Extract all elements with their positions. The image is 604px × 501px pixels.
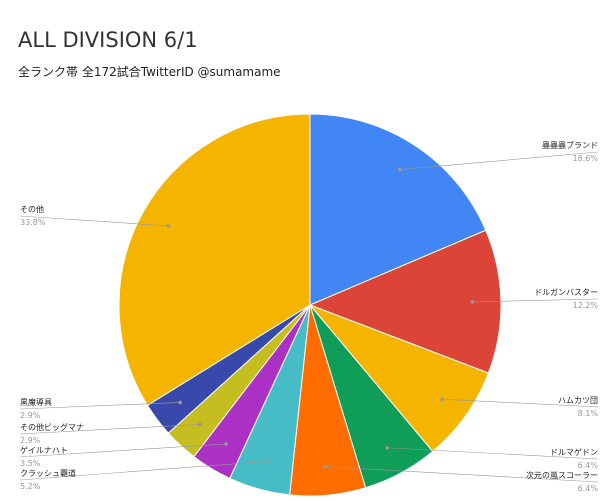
value-label: 6.4% bbox=[578, 461, 599, 470]
legend-label: 次元の嵐スコーラー bbox=[526, 470, 598, 480]
pie-slice bbox=[118, 113, 311, 406]
leader-line bbox=[387, 447, 599, 460]
leader-line bbox=[19, 461, 267, 481]
leader-line bbox=[19, 443, 227, 458]
chart-subtitle: 全ランク帯 全172試合TwitterID @sumamame bbox=[18, 64, 281, 79]
leader-line bbox=[19, 424, 201, 435]
leader-dot bbox=[440, 397, 445, 401]
leader-dot bbox=[323, 464, 328, 469]
legend-label: ゲイルナハト bbox=[20, 445, 68, 455]
leader-line bbox=[19, 215, 169, 227]
leader-dot bbox=[385, 445, 390, 450]
leader-dot bbox=[470, 300, 475, 304]
leader-dot bbox=[166, 224, 171, 228]
value-label: 2.9% bbox=[20, 411, 41, 420]
value-label: 33.8% bbox=[20, 218, 46, 227]
leader-dot bbox=[264, 459, 269, 464]
leader-line bbox=[325, 466, 599, 483]
value-label: 6.4% bbox=[578, 484, 599, 493]
leader-dot bbox=[178, 400, 182, 405]
pie-slice bbox=[309, 113, 487, 306]
value-label: 3.5% bbox=[20, 459, 41, 468]
legend-label: 蟲蟲蟲ブランド bbox=[542, 140, 598, 150]
value-label: 12.2% bbox=[573, 301, 599, 310]
legend-label: ドルガンバスター bbox=[534, 287, 598, 297]
legend-label: その他 bbox=[20, 204, 44, 214]
leader-line bbox=[399, 151, 599, 170]
legend-label: ドルマゲドン bbox=[550, 447, 598, 457]
chart-title: ALL DIVISION 6/1 bbox=[18, 28, 198, 52]
leader-line bbox=[19, 402, 181, 410]
legend-label: その他ビッグマナ bbox=[20, 422, 84, 432]
legend-label: クラッシュ覇道 bbox=[20, 468, 76, 478]
leader-dot bbox=[198, 422, 202, 427]
value-label: 5.2% bbox=[20, 482, 41, 491]
value-label: 2.9% bbox=[20, 436, 41, 445]
legend-label: 黒魔導具 bbox=[20, 397, 52, 407]
leader-dot bbox=[397, 167, 402, 172]
legend-label: ハムカツ団 bbox=[558, 396, 598, 405]
value-label: 8.1% bbox=[578, 409, 599, 418]
leader-line bbox=[442, 398, 599, 408]
value-label: 18.6% bbox=[573, 154, 599, 163]
leader-dot bbox=[224, 442, 228, 446]
leader-line bbox=[472, 298, 599, 303]
